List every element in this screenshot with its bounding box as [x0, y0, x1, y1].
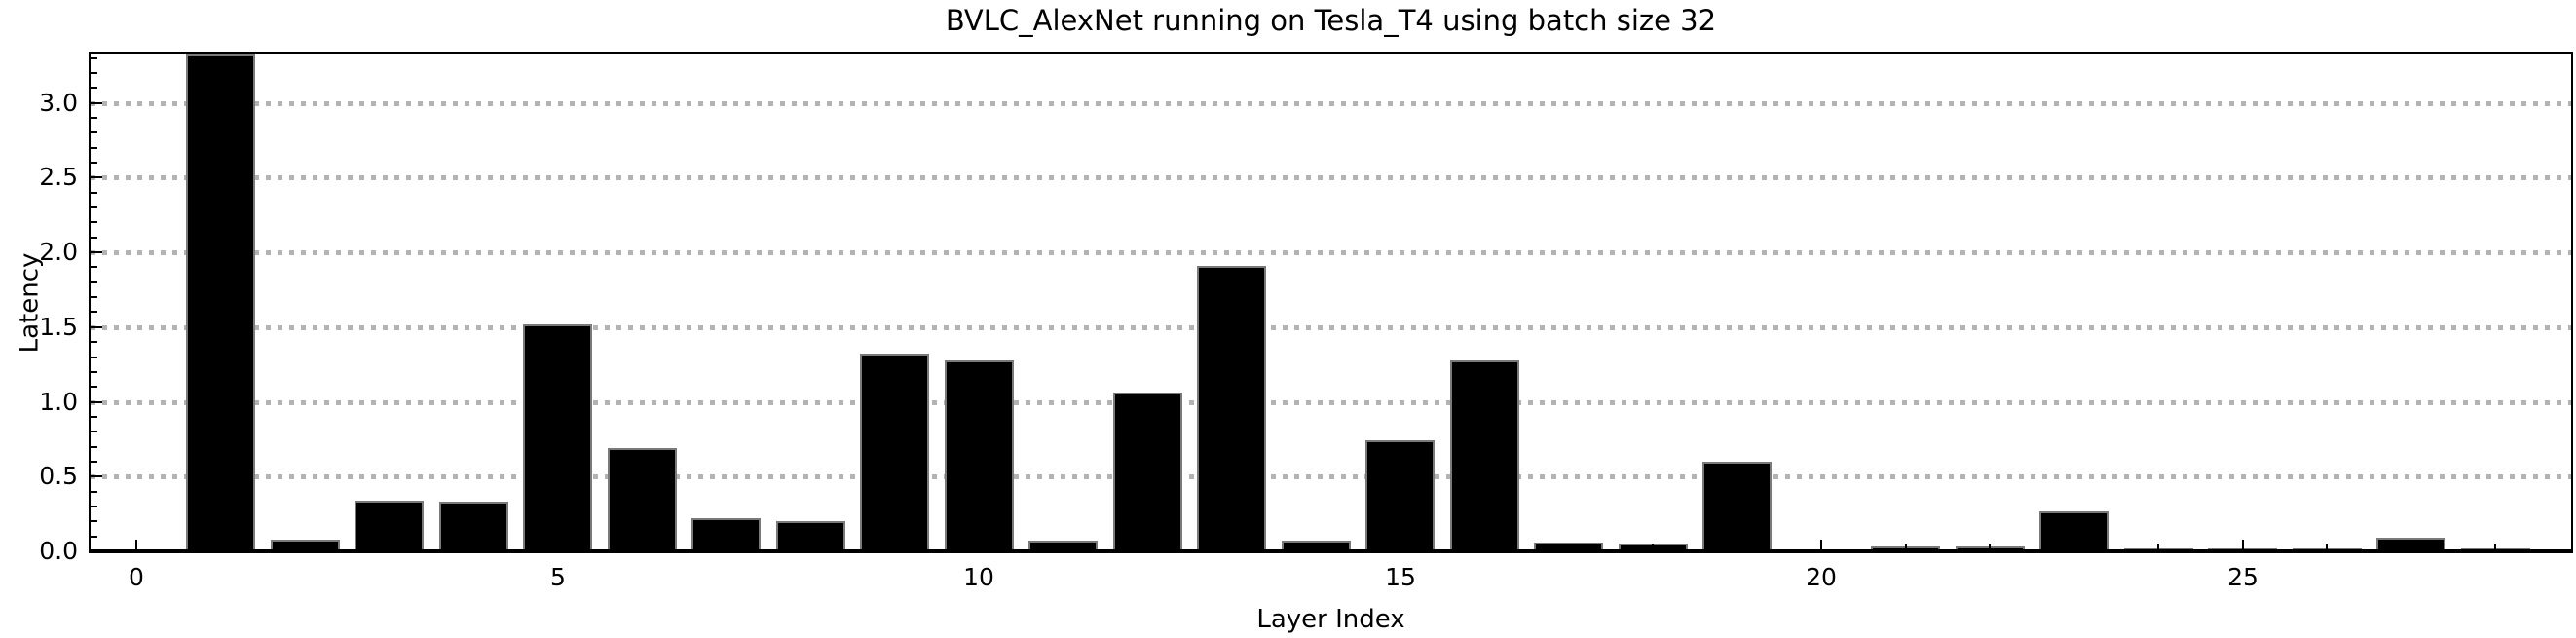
gridline	[91, 399, 2571, 405]
y-tick-label: 2.5	[39, 163, 78, 191]
x-minor-tick	[809, 544, 811, 551]
x-minor-tick	[1483, 544, 1485, 551]
chart-title: BVLC_AlexNet running on Tesla_T4 using b…	[945, 4, 1717, 37]
gridline	[91, 324, 2571, 330]
bar	[945, 360, 1014, 551]
y-minor-tick	[91, 371, 97, 373]
y-minor-tick	[91, 266, 97, 268]
x-minor-tick	[2326, 544, 2328, 551]
y-major-tick	[91, 401, 102, 403]
y-minor-tick	[91, 536, 97, 538]
x-minor-tick	[389, 544, 391, 551]
y-minor-tick	[91, 221, 97, 223]
y-major-tick	[91, 176, 102, 178]
y-minor-tick	[91, 206, 97, 208]
x-minor-tick	[1905, 544, 1907, 551]
x-minor-tick	[1652, 544, 1654, 551]
gridline	[91, 250, 2571, 256]
bar	[860, 354, 929, 551]
y-minor-tick	[91, 386, 97, 388]
x-minor-tick	[304, 544, 306, 551]
y-tick-label: 3.0	[39, 89, 78, 117]
y-minor-tick	[91, 192, 97, 194]
bar	[1113, 393, 1182, 551]
x-minor-tick	[472, 544, 474, 551]
bar	[439, 502, 508, 551]
x-major-tick	[978, 540, 980, 551]
bar	[186, 54, 255, 551]
x-minor-tick	[220, 544, 222, 551]
x-major-tick	[557, 540, 559, 551]
y-minor-tick	[91, 357, 97, 358]
x-tick-label: 10	[963, 563, 994, 591]
x-minor-tick	[2073, 544, 2075, 551]
y-tick-label: 0.0	[39, 537, 78, 565]
y-minor-tick	[91, 491, 97, 493]
x-major-tick	[135, 540, 137, 551]
x-minor-tick	[2494, 544, 2496, 551]
y-minor-tick	[91, 341, 97, 343]
x-minor-tick	[641, 544, 643, 551]
y-major-tick	[91, 251, 102, 253]
x-minor-tick	[1568, 544, 1570, 551]
x-minor-tick	[894, 544, 896, 551]
x-major-tick	[2242, 540, 2244, 551]
y-minor-tick	[91, 87, 97, 89]
y-minor-tick	[91, 296, 97, 298]
bar	[355, 501, 424, 551]
plot-area	[89, 52, 2573, 553]
x-tick-label: 0	[129, 563, 144, 591]
y-minor-tick	[91, 147, 97, 149]
gridline	[91, 474, 2571, 480]
x-minor-tick	[2157, 544, 2159, 551]
y-minor-tick	[91, 117, 97, 119]
gridline	[91, 175, 2571, 181]
x-minor-tick	[1315, 544, 1317, 551]
bar	[1702, 462, 1772, 551]
y-minor-tick	[91, 162, 97, 164]
y-minor-tick	[91, 416, 97, 418]
x-major-tick	[1400, 540, 1401, 551]
x-minor-tick	[2410, 544, 2412, 551]
y-minor-tick	[91, 57, 97, 59]
x-minor-tick	[726, 544, 728, 551]
y-minor-tick	[91, 461, 97, 463]
x-major-tick	[1820, 540, 1822, 551]
x-tick-label: 25	[2227, 563, 2259, 591]
bar	[1365, 440, 1435, 551]
y-tick-label: 1.5	[39, 313, 78, 341]
y-minor-tick	[91, 506, 97, 507]
x-axis-line	[91, 549, 2571, 551]
y-tick-label: 0.5	[39, 462, 78, 490]
y-minor-tick	[91, 520, 97, 522]
x-tick-label: 5	[550, 563, 566, 591]
y-minor-tick	[91, 131, 97, 133]
y-minor-tick	[91, 72, 97, 74]
x-tick-label: 15	[1385, 563, 1416, 591]
y-minor-tick	[91, 281, 97, 283]
gridline	[91, 100, 2571, 106]
y-major-tick	[91, 326, 102, 328]
bar	[1450, 360, 1519, 551]
y-tick-label: 2.0	[39, 238, 78, 266]
y-minor-tick	[91, 311, 97, 313]
y-major-tick	[91, 475, 102, 477]
y-minor-tick	[91, 446, 97, 448]
x-minor-tick	[1989, 544, 1991, 551]
bar	[523, 324, 592, 551]
x-tick-label: 20	[1806, 563, 1837, 591]
x-minor-tick	[1146, 544, 1148, 551]
y-minor-tick	[91, 431, 97, 432]
y-minor-tick	[91, 237, 97, 239]
bar	[1197, 266, 1266, 551]
y-major-tick	[91, 102, 102, 104]
y-tick-label: 1.0	[39, 388, 78, 416]
y-major-tick	[91, 549, 102, 551]
x-minor-tick	[1063, 544, 1064, 551]
x-minor-tick	[1736, 544, 1738, 551]
x-minor-tick	[1231, 544, 1233, 551]
x-axis-label: Layer Index	[1256, 605, 1405, 634]
bar	[608, 448, 677, 551]
